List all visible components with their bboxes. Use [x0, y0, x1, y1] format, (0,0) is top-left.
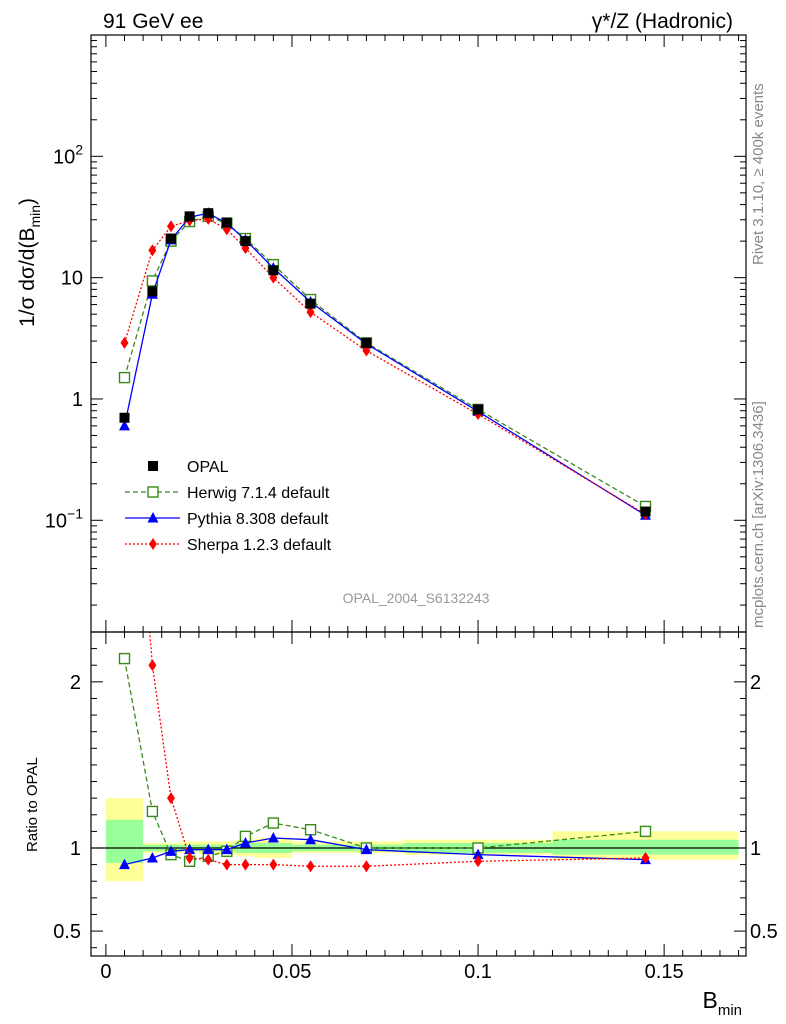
axes-layer: 10−1 1 10 102 0.5 0.5 1 1 2 2 0 0.05 0.1 0.15	[45, 34, 778, 983]
ratio-y-axis-label: Ratio to OPAL	[24, 757, 41, 852]
data-point	[120, 336, 129, 349]
data-point	[360, 843, 372, 855]
header-right-label: γ*/Z (Hadronic)	[592, 10, 733, 33]
ratio-y-tick-label-right: 0.5	[750, 921, 778, 943]
data-point	[221, 217, 232, 228]
data-point	[640, 506, 651, 517]
data-point	[167, 220, 176, 233]
legend-marker	[147, 512, 159, 523]
header-left-label: 91 GeV ee	[103, 10, 203, 33]
legend-label: Pythia 8.308 default	[187, 511, 329, 528]
ratio-y-tick-label-left: 0.5	[53, 921, 81, 943]
main-y-tick-label: 1	[72, 389, 83, 411]
ratio-uncertainty-bands	[91, 798, 746, 882]
data-point	[146, 851, 158, 863]
x-tick-label: 0.05	[272, 961, 311, 983]
band-inner-11	[552, 839, 739, 855]
data-point	[267, 832, 279, 843]
main-opal	[119, 208, 651, 517]
rivet-version-label: Rivet 3.1.10, ≥ 400k events	[750, 83, 767, 265]
main-series-layer	[118, 207, 652, 521]
ratio-plot-frame	[90, 631, 747, 957]
legend-entry: Pythia 8.308 default	[125, 511, 329, 528]
analysis-watermark: OPAL_2004_S6132243	[343, 590, 490, 606]
data-point	[473, 404, 484, 415]
x-tick-label: 0.1	[464, 961, 492, 983]
x-tick-label: 0.15	[645, 961, 684, 983]
data-point	[268, 265, 279, 276]
data-point	[118, 371, 131, 384]
data-point	[148, 659, 157, 672]
data-point	[118, 858, 130, 870]
band-inner-0	[105, 819, 144, 863]
legend-marker	[147, 486, 159, 498]
main-y-tick-label: 10	[61, 268, 83, 290]
ratio-y-tick-label-right: 1	[750, 838, 761, 860]
ratio-sherpa	[120, 310, 650, 873]
data-point	[361, 337, 372, 348]
data-point	[269, 858, 278, 871]
data-point	[222, 858, 231, 871]
main-y-axis-label: 1/σ dσ/d(Bmin)	[16, 198, 43, 327]
legend-entry: Herwig 7.1.4 default	[125, 485, 330, 502]
data-point	[146, 805, 159, 818]
data-point	[120, 310, 128, 322]
legend-entry: Sherpa 1.2.3 default	[125, 537, 332, 554]
series-line	[123, 212, 646, 516]
data-point	[306, 306, 315, 319]
data-point	[165, 845, 177, 856]
ratio-pythia	[118, 832, 652, 870]
data-point	[185, 851, 194, 864]
data-point	[202, 843, 214, 855]
data-point	[362, 860, 371, 873]
legend-label: Herwig 7.1.4 default	[187, 485, 330, 502]
mcplots-source-label: mcplots.cern.ch [arXiv:1306.3436]	[750, 401, 767, 628]
data-point	[240, 236, 251, 247]
data-point	[167, 792, 176, 805]
data-point	[204, 853, 213, 866]
data-point	[239, 837, 251, 848]
ratio-y-tick-label-right: 2	[750, 672, 761, 694]
data-point	[147, 286, 158, 297]
legend-marker	[149, 538, 157, 550]
data-point	[304, 824, 317, 836]
legend-marker	[148, 461, 158, 471]
data-point	[305, 833, 317, 845]
data-point	[148, 244, 157, 257]
ratio-series-layer	[118, 310, 652, 873]
series-line	[123, 658, 646, 862]
data-point	[641, 851, 650, 864]
ratio-y-tick-label-left: 2	[70, 672, 81, 694]
data-point	[639, 825, 652, 838]
legend-label: OPAL	[187, 459, 229, 476]
main-y-tick-label: 102	[53, 141, 83, 168]
legend-label: Sherpa 1.2.3 default	[187, 537, 332, 554]
data-point	[221, 843, 233, 855]
data-point	[118, 652, 131, 665]
x-axis-label: Bmin	[702, 987, 742, 1019]
series-line	[123, 218, 646, 515]
ratio-y-tick-label-left: 1	[70, 838, 81, 860]
data-point	[203, 208, 214, 219]
data-point	[241, 858, 250, 871]
data-point	[474, 855, 483, 868]
data-point	[166, 233, 177, 244]
data-point	[472, 848, 484, 860]
data-point	[118, 419, 130, 431]
x-tick-label: 0	[100, 961, 111, 983]
main-y-tick-label: 10−1	[45, 505, 83, 532]
series-line	[149, 632, 646, 867]
legend-entry: OPAL	[148, 459, 229, 476]
data-point	[184, 843, 196, 855]
data-point	[184, 211, 195, 222]
data-point	[267, 817, 280, 829]
data-point	[306, 860, 315, 873]
data-point	[305, 298, 316, 309]
data-point	[119, 412, 130, 423]
legend: OPAL Herwig 7.1.4 default Pythia 8.308 def…	[125, 459, 332, 554]
